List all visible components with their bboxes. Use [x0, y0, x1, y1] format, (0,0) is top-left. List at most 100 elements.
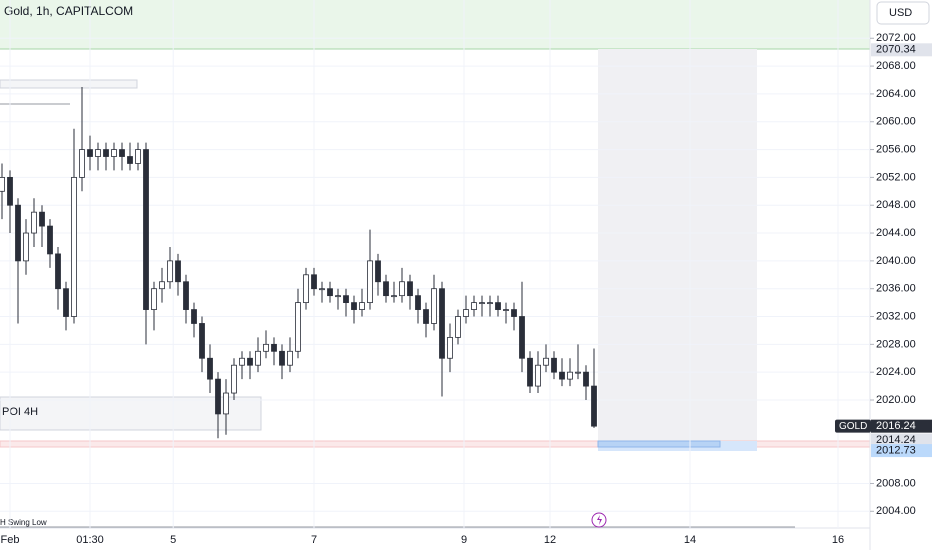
poi-label: POI 4H	[2, 406, 38, 418]
candle-body	[319, 288, 325, 291]
grid: 2004.00 2008.00 2020.00 2024.00 2028.00 2032.…	[0, 0, 916, 546]
candle-body	[455, 316, 461, 338]
candle-body	[471, 302, 477, 310]
candle-body	[143, 149, 149, 310]
candle-body	[295, 302, 301, 352]
y-tick-label: 2040.00	[876, 255, 916, 267]
candle-body	[175, 260, 181, 283]
y-tick-label: 2036.00	[876, 283, 916, 295]
y-tick-label: 2068.00	[876, 60, 916, 72]
y-tick-label: 2048.00	[876, 199, 916, 211]
y-tick-label: 2004.00	[876, 505, 916, 517]
candle-body	[335, 295, 341, 298]
candle-body	[95, 149, 101, 157]
candle-body	[535, 364, 541, 387]
y-tick-label: 2024.00	[876, 366, 916, 378]
candle-body	[479, 302, 485, 305]
candle-body	[199, 323, 205, 359]
candle-body	[207, 357, 213, 380]
supply-zone	[0, 0, 870, 49]
chart-title: Gold, 1h, CAPITALCOM	[4, 4, 133, 18]
y-tick-label: 2060.00	[876, 116, 916, 128]
price-label-box	[871, 43, 932, 57]
x-tick-label: 5	[170, 534, 176, 546]
price-label: 2070.34	[876, 44, 916, 56]
candle-body	[287, 350, 293, 366]
projection-area	[598, 49, 757, 451]
candle-body	[327, 288, 333, 297]
candle-body	[135, 149, 141, 164]
price-label: 2016.24	[876, 420, 916, 432]
candle-body	[47, 225, 53, 255]
candle-body	[39, 211, 45, 227]
candle-body	[527, 357, 533, 387]
candle-body	[263, 343, 269, 352]
candle-body	[375, 260, 381, 283]
candle-body	[119, 149, 125, 157]
candle-body	[463, 309, 469, 317]
event-icon-bolt	[597, 515, 602, 525]
candle-body	[415, 295, 421, 310]
candle-body	[239, 357, 245, 366]
candle-body	[63, 288, 69, 317]
y-tick-label: 2008.00	[876, 477, 916, 489]
candle-body	[111, 149, 117, 157]
candle-body	[487, 302, 493, 305]
candle-body	[31, 211, 37, 234]
y-tick-label: 2064.00	[876, 88, 916, 100]
candle-body	[79, 149, 85, 178]
candle-body	[159, 281, 165, 290]
price-label-box	[871, 433, 932, 447]
poi-box	[0, 396, 262, 431]
y-tick-label: 2072.00	[876, 32, 916, 44]
y-tick-label: 2044.00	[876, 227, 916, 239]
candle-body	[183, 281, 189, 310]
y-tick-label: 2020.00	[876, 394, 916, 406]
plot	[0, 86, 597, 439]
price-label-box	[871, 444, 932, 458]
candle-body	[55, 253, 61, 290]
candle-body	[343, 295, 349, 304]
candle-body	[575, 371, 581, 374]
target-inner	[597, 440, 721, 448]
x-tick-label: 14	[684, 534, 696, 546]
candle-body	[591, 385, 597, 427]
candle-body	[223, 392, 229, 415]
candle-body	[215, 378, 221, 415]
x-tick-label: Feb	[1, 534, 20, 546]
candle-body	[399, 281, 405, 297]
candle-body	[543, 357, 549, 366]
candle-body	[255, 350, 261, 366]
candle-body	[439, 288, 445, 359]
candle-body	[407, 281, 413, 297]
y-tick-label: 2056.00	[876, 143, 916, 155]
candle-body	[367, 260, 373, 304]
price-label-box	[871, 419, 932, 433]
y-tick-label: 2028.00	[876, 338, 916, 350]
candle-body	[359, 302, 365, 310]
candle-body	[23, 232, 29, 262]
candle-body	[391, 295, 397, 298]
candle-body	[151, 288, 157, 310]
candle-body	[191, 309, 197, 324]
candle-body	[511, 309, 517, 317]
candle-body	[279, 350, 285, 366]
currency-label[interactable]: USD	[889, 7, 912, 19]
candle-body	[15, 204, 21, 262]
candle-body	[231, 364, 237, 394]
candle-body	[519, 316, 525, 359]
candle-body	[7, 176, 13, 206]
x-tick-label: 7	[311, 534, 317, 546]
x-tick-label: 01:30	[76, 534, 104, 546]
candle-body	[383, 281, 389, 297]
price-tag-box	[835, 419, 871, 433]
candle-body	[87, 149, 93, 157]
candle-body	[567, 371, 573, 380]
candle-body	[431, 288, 437, 324]
candle-body	[127, 156, 133, 164]
candle-body	[503, 309, 509, 311]
currency-button[interactable]	[876, 1, 930, 25]
